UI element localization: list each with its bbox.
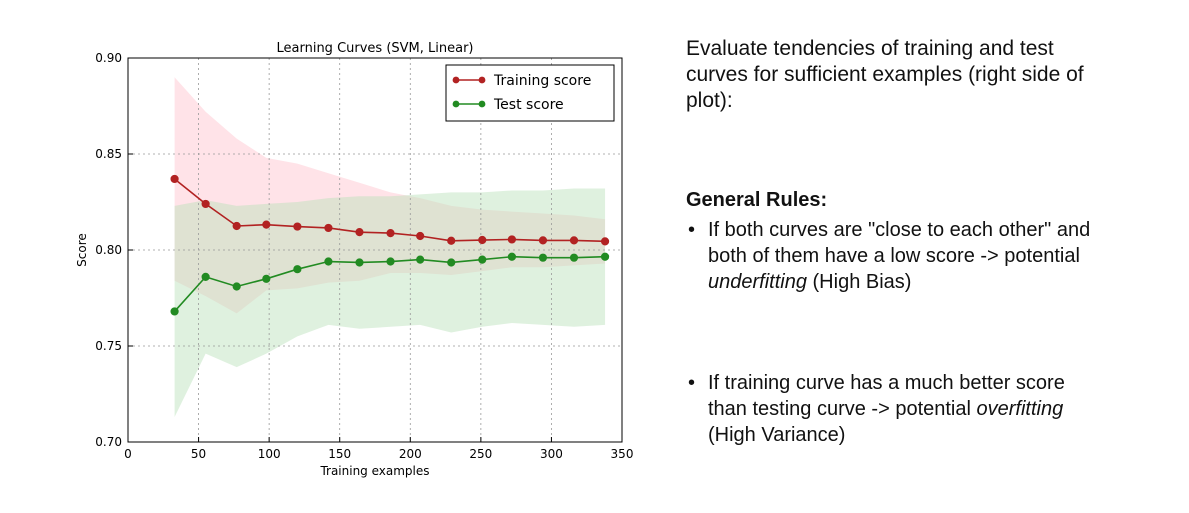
x-tick-label: 350 [611,447,634,461]
point-test [170,307,179,316]
rules-title: General Rules: [686,189,828,211]
y-tick-label: 0.85 [95,147,122,161]
point-test [538,253,548,262]
point-test [293,265,302,274]
series-lines [170,174,610,316]
point-test [386,257,395,266]
point-training [538,236,548,245]
point-training [447,236,456,245]
point-training [569,236,579,245]
y-axis-label: Score [75,233,89,267]
rule-overfitting: • If training curve has a much better sc… [686,370,1106,448]
x-tick-label: 250 [469,447,492,461]
point-test [600,252,610,261]
bullet: • [688,372,696,394]
learning-curve-chart: 0 50 100 150 200 250 300 350 0.70 0.75 0.80 0.85 0.9… [75,41,633,478]
point-training [324,223,333,233]
point-training [355,228,364,237]
rule-underfitting-text: If both curves are "close to each other"… [708,219,1091,267]
x-tick-label: 150 [328,447,351,461]
point-training [293,222,302,231]
rule-underfitting: • If both curves are "close to each othe… [686,217,1106,295]
point-test [447,258,456,267]
legend-label-training: Training score [493,73,591,89]
point-training [386,229,395,238]
legend-box [445,64,615,122]
x-tick-label: 50 [191,447,206,461]
point-training [262,220,271,229]
overfitting-term: overfitting [976,398,1064,420]
y-tick-label: 0.75 [95,339,122,353]
rule-underfitting-suffix: (High Bias) [806,271,912,293]
point-training [201,199,210,209]
legend-marker-training [478,76,486,84]
point-test [507,252,517,261]
y-tick-label: 0.90 [95,51,122,65]
axis-ticks: 0 50 100 150 200 250 300 350 0.70 0.75 0.80 0.85 0.9… [95,51,633,461]
point-training [232,221,241,231]
point-test [478,255,487,264]
point-training [416,231,425,241]
point-training [507,235,517,244]
confidence-bands [174,77,606,418]
legend: Training score Test score [445,64,615,122]
x-tick-label: 0 [124,447,132,461]
point-test [324,257,333,266]
point-test [569,253,579,262]
band-training [174,77,606,314]
point-test [201,272,210,281]
point-training [478,235,487,245]
point-training [600,237,610,246]
y-tick-label: 0.80 [95,243,122,257]
point-test [262,274,271,283]
x-tick-label: 300 [540,447,563,461]
legend-marker-test [452,100,460,108]
point-test [355,258,364,267]
point-training [170,174,179,184]
chart-title: Learning Curves (SVM, Linear) [277,41,474,56]
x-axis-label: Training examples [319,464,429,478]
bullet: • [688,219,696,241]
band-test [174,188,606,418]
x-tick-label: 100 [258,447,281,461]
point-test [232,282,241,291]
x-tick-label: 200 [399,447,422,461]
intro-text: Evaluate tendencies of training and test… [686,37,1084,112]
legend-label-test: Test score [493,97,564,113]
underfitting-term: underfitting [708,271,807,293]
rule-overfitting-suffix: (High Variance) [708,424,846,446]
legend-marker-training [452,76,460,84]
rule-overfitting-text: If training curve has a much better scor… [708,372,1065,420]
y-tick-label: 0.70 [95,435,122,449]
legend-marker-test [478,100,486,108]
point-test [416,255,425,264]
